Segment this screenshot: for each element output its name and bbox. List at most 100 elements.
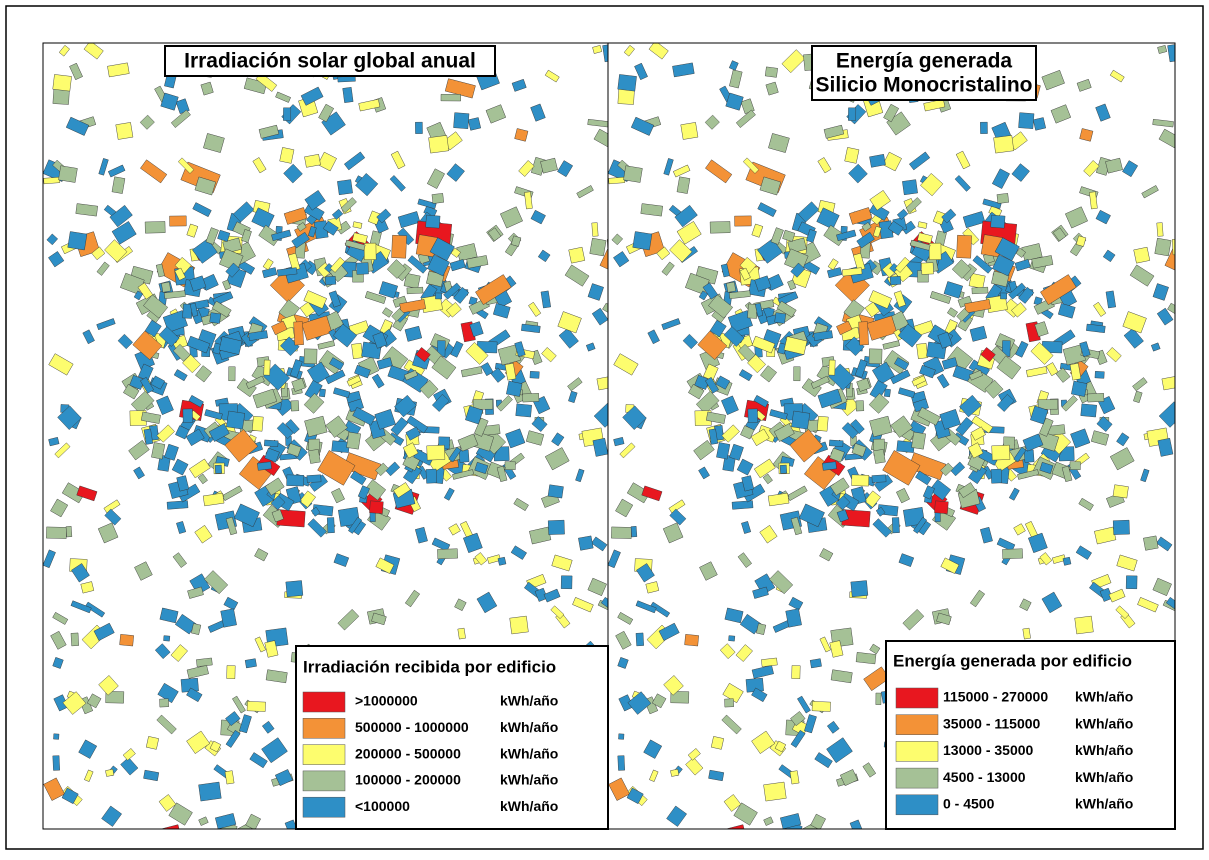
building <box>618 74 637 91</box>
legend-swatch <box>303 745 345 765</box>
building <box>764 782 787 801</box>
building <box>159 699 168 707</box>
building <box>337 180 352 195</box>
building <box>1019 113 1035 129</box>
building <box>592 223 598 237</box>
legend-swatch <box>896 688 938 708</box>
building <box>618 734 624 740</box>
legend-swatch <box>896 768 938 788</box>
building <box>710 221 730 233</box>
building <box>892 517 899 532</box>
building <box>505 462 516 470</box>
building <box>68 231 87 250</box>
building <box>711 736 724 749</box>
building <box>210 313 221 324</box>
legend-label: 200000 - 500000 <box>355 745 461 761</box>
building <box>992 445 1010 460</box>
building <box>530 371 539 378</box>
building <box>980 122 987 134</box>
building <box>287 475 304 486</box>
building <box>120 634 134 646</box>
building <box>309 449 321 463</box>
building <box>291 401 299 412</box>
building <box>66 526 72 537</box>
building <box>1002 549 1022 559</box>
building <box>264 440 278 447</box>
building <box>429 135 449 153</box>
building <box>458 628 466 639</box>
building <box>791 411 809 429</box>
legend-label: 100000 - 200000 <box>355 772 461 788</box>
building <box>346 432 360 449</box>
figure: Irradiación solar global anual Irradiació… <box>0 0 1209 855</box>
building <box>364 243 376 260</box>
legend-swatch <box>896 715 938 735</box>
building <box>578 536 593 551</box>
building <box>459 450 469 463</box>
building <box>1095 371 1104 378</box>
building <box>116 122 133 139</box>
building <box>343 87 353 102</box>
building <box>1075 616 1094 634</box>
building <box>548 520 564 535</box>
map-title: Irradiación solar global anual <box>184 50 476 73</box>
building <box>523 393 539 402</box>
legend-label: 4500 - 13000 <box>943 769 1026 785</box>
building <box>761 658 777 667</box>
map-title: Energía generada <box>836 50 1013 73</box>
building <box>215 465 222 473</box>
legend-unit: kWh/año <box>500 745 558 761</box>
building <box>338 76 356 82</box>
building <box>548 485 563 498</box>
building <box>872 475 886 483</box>
building <box>280 147 294 163</box>
building <box>812 701 831 711</box>
page: {"panels": [ {"title": ["Irradiación sol… <box>0 0 1209 860</box>
building <box>874 449 886 463</box>
building <box>997 193 1009 203</box>
building <box>53 756 60 771</box>
building <box>435 293 441 299</box>
legend-label: <100000 <box>355 798 410 814</box>
legend-title: Energía generada por edificio <box>893 651 1132 670</box>
legend-unit: kWh/año <box>1075 742 1133 758</box>
building <box>426 215 440 228</box>
building <box>1134 247 1150 263</box>
building <box>921 263 933 275</box>
building <box>991 469 1002 483</box>
building <box>294 322 304 345</box>
building <box>454 113 470 129</box>
building <box>609 177 625 184</box>
building <box>633 231 652 250</box>
building <box>1023 628 1031 639</box>
building <box>631 526 637 537</box>
building <box>748 409 758 423</box>
legend-title: Irradiación recibida por edificio <box>303 657 556 676</box>
building <box>146 736 159 749</box>
legend-swatch <box>896 741 938 761</box>
building <box>105 769 113 776</box>
legend-swatch <box>303 771 345 791</box>
building <box>685 634 699 646</box>
building <box>506 381 522 397</box>
building <box>934 501 948 514</box>
building <box>1033 117 1046 130</box>
building <box>856 401 864 412</box>
building <box>264 360 271 375</box>
map-title: Silicio Monocristalino <box>815 74 1032 97</box>
building <box>161 282 170 292</box>
legend-swatch <box>303 797 345 817</box>
building <box>817 416 828 431</box>
building <box>351 343 362 359</box>
building <box>229 367 236 381</box>
building <box>167 501 188 510</box>
building <box>822 462 836 471</box>
legend-label: 115000 - 270000 <box>943 689 1048 705</box>
building <box>53 734 59 740</box>
building <box>611 527 631 539</box>
legend-label: 0 - 4500 <box>943 796 995 812</box>
building <box>869 349 882 364</box>
building <box>829 440 843 447</box>
building <box>902 180 917 195</box>
building <box>226 411 244 429</box>
